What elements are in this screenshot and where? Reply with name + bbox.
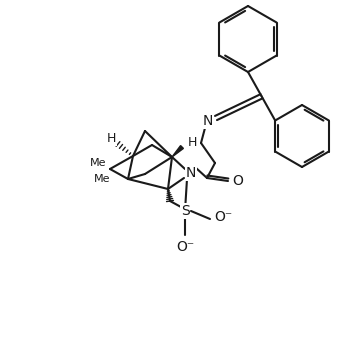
Text: O: O (233, 174, 244, 188)
Text: N: N (186, 166, 196, 180)
Text: H: H (106, 132, 116, 144)
Text: N: N (203, 114, 213, 128)
Text: S: S (181, 204, 189, 218)
Text: O⁻: O⁻ (176, 240, 194, 254)
Text: O⁻: O⁻ (214, 210, 232, 224)
Text: Me: Me (90, 158, 106, 168)
Text: H: H (187, 136, 197, 149)
Text: Me: Me (94, 174, 110, 184)
Polygon shape (172, 146, 184, 157)
